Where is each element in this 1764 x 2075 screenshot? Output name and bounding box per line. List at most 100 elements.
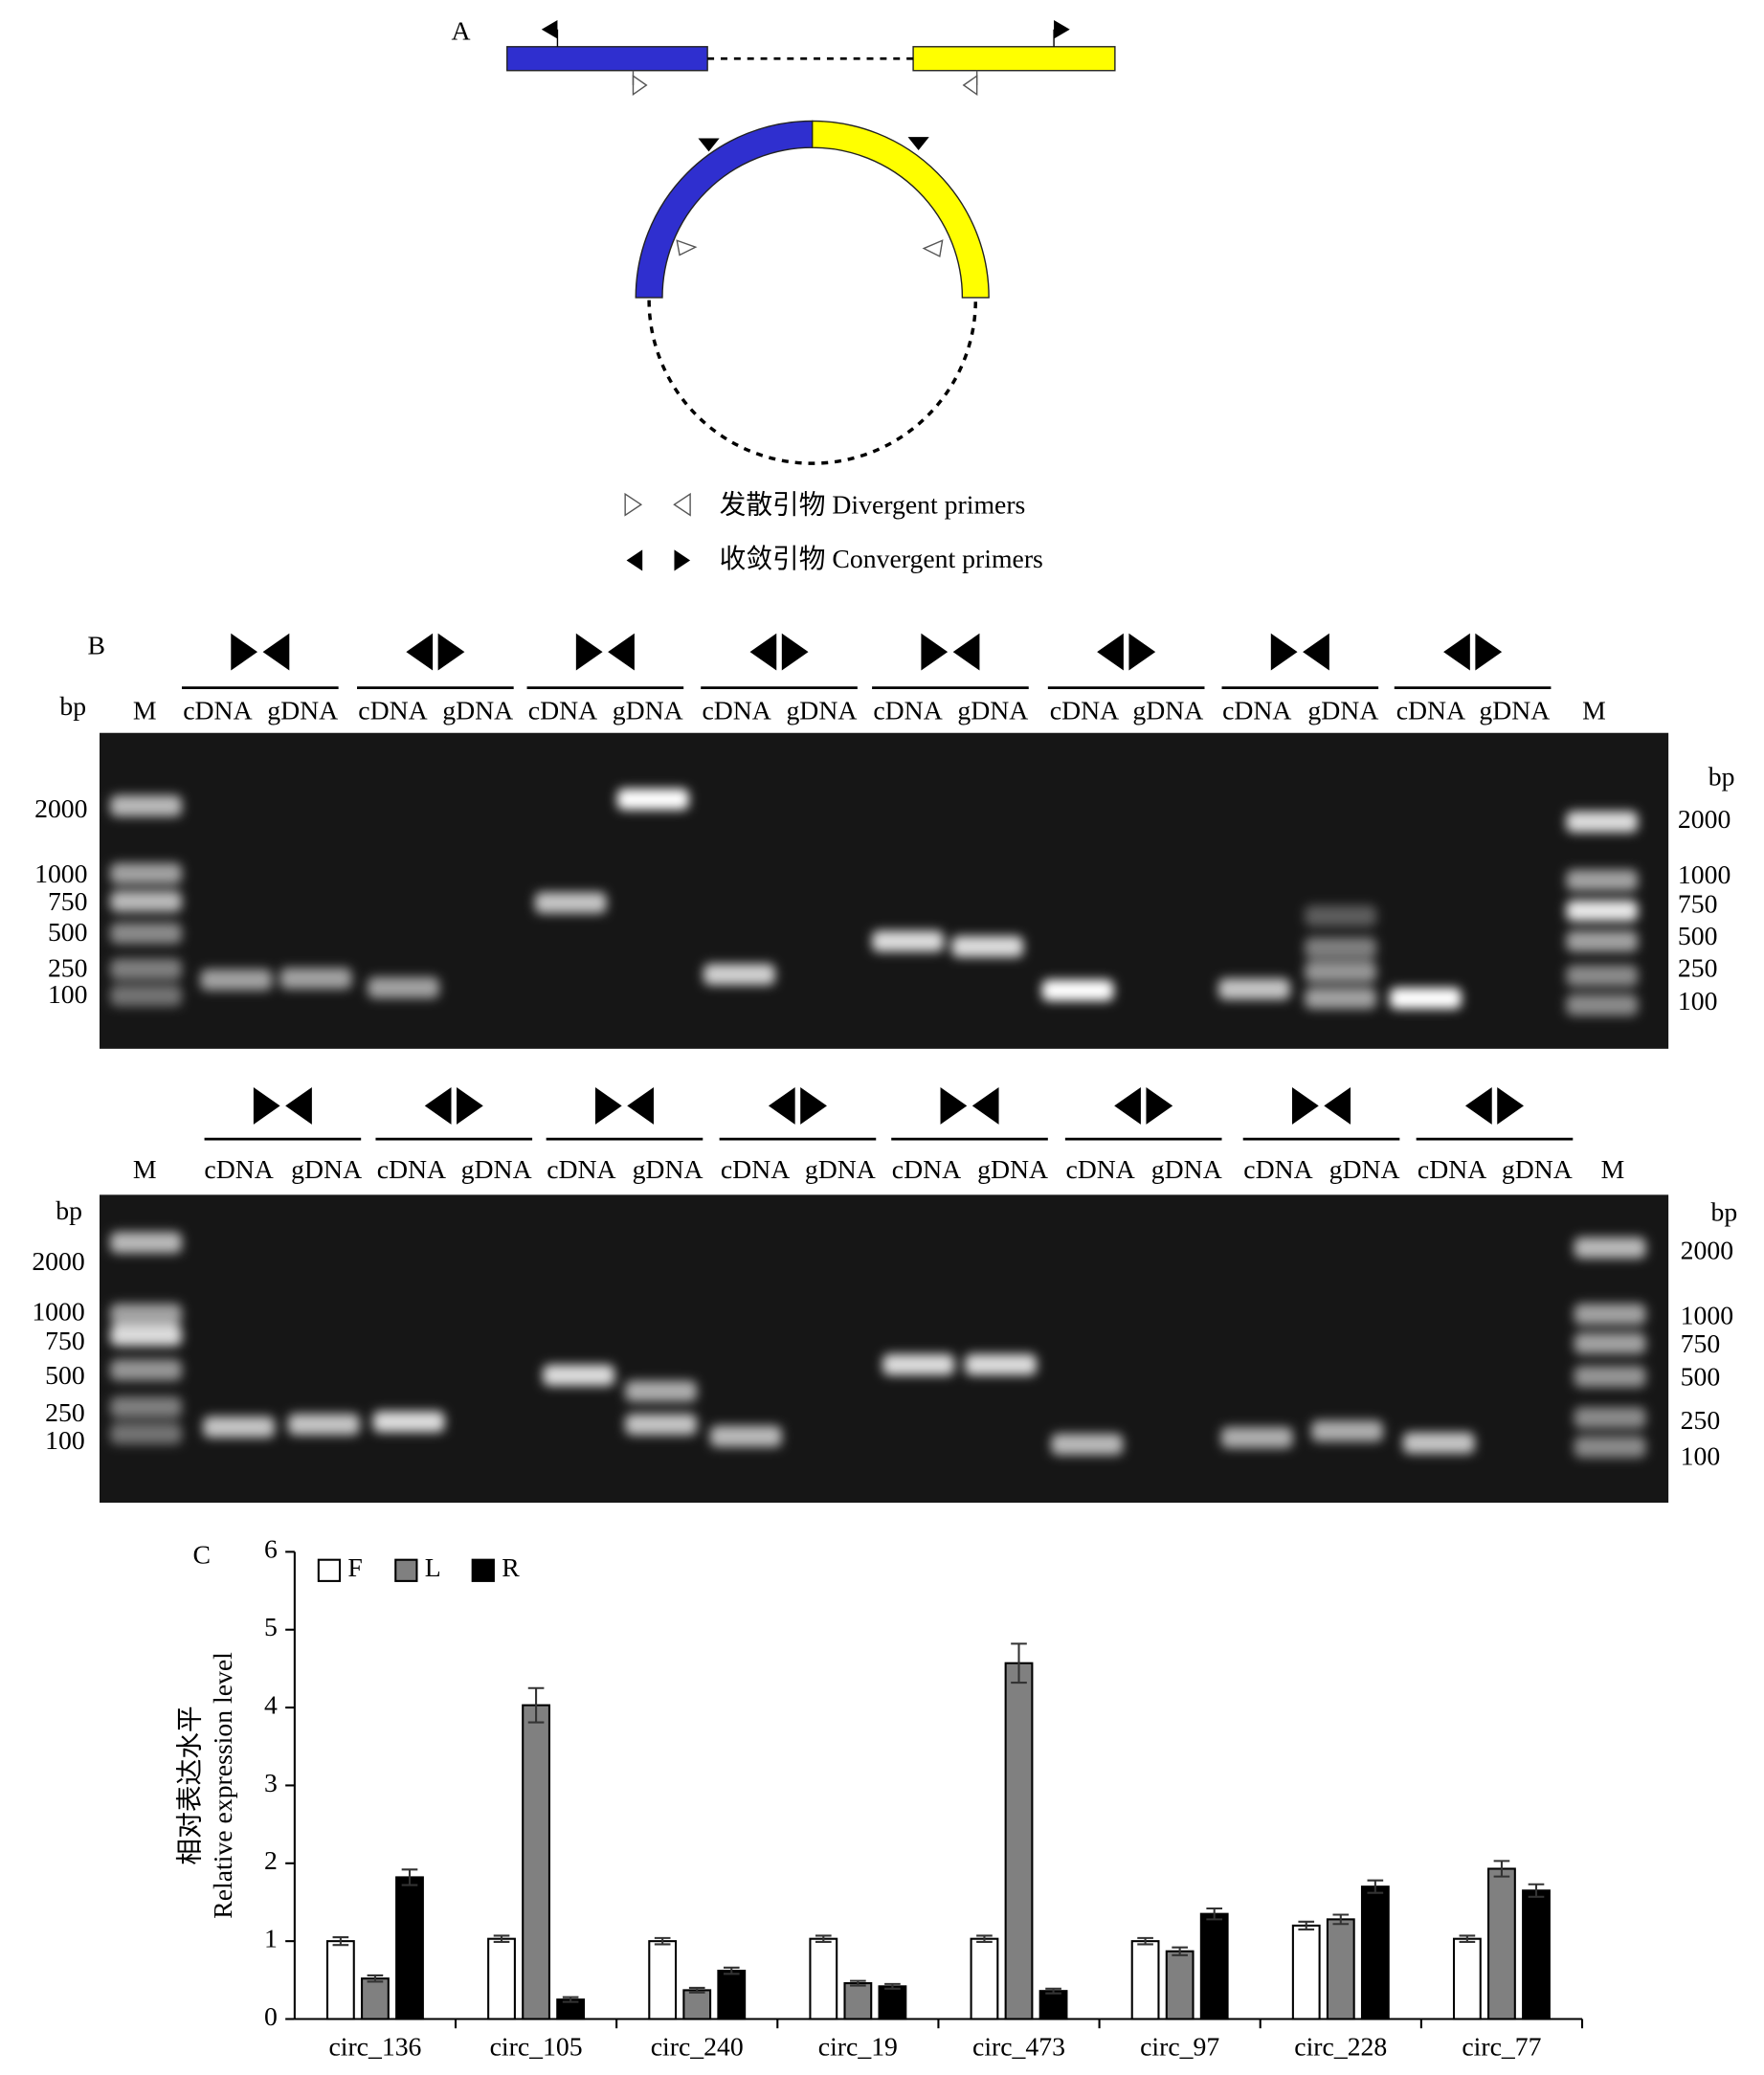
y-axis-label: 相对表达水平 (174, 1706, 204, 1864)
lane-label: cDNA (702, 695, 770, 725)
bar (325, 1940, 355, 2020)
error-bar (1045, 1987, 1061, 1995)
gel-band (1574, 1332, 1646, 1354)
legend-text: 发散引物 Divergent primers (720, 489, 1026, 519)
x-tick-label: circ_105 (490, 2032, 583, 2062)
gel-band (872, 930, 944, 952)
primer-arrow (1443, 633, 1470, 671)
gel-band (625, 1414, 698, 1436)
ladder-label: 750 (45, 1326, 85, 1355)
lane-label: cDNA (892, 1154, 961, 1184)
primer-arrow (768, 1087, 795, 1125)
gel-band (1574, 1237, 1646, 1259)
panel-label: A (451, 15, 470, 45)
lane-label: M (133, 695, 157, 725)
ladder-label: 2000 (34, 793, 87, 823)
gel-band (1041, 979, 1114, 1001)
ladder-label: 100 (48, 979, 88, 1009)
gel-band (110, 1422, 182, 1445)
gel-band (882, 1353, 955, 1375)
y-axis-label: Relative expression level (208, 1652, 237, 1919)
panel-label: C (193, 1539, 212, 1569)
ladder-label: 500 (1681, 1361, 1721, 1391)
error-bar (1011, 1642, 1027, 1685)
primer-arrow (1097, 633, 1124, 671)
x-tick-label: circ_77 (1462, 2032, 1541, 2062)
y-tick-label: 4 (264, 1689, 278, 1719)
ladder-label: 1000 (1678, 859, 1731, 889)
primer-arrow (800, 1087, 827, 1125)
lane-label: cDNA (721, 1154, 790, 1184)
primer-arrow (594, 1087, 622, 1125)
lane-label: gDNA (461, 1154, 532, 1184)
bar (1487, 1867, 1516, 2020)
primer-arrow (1270, 633, 1298, 671)
primer-arrow (253, 1087, 280, 1125)
ladder-label: 1000 (1681, 1301, 1733, 1330)
legend-label: F (347, 1552, 362, 1582)
gel-band (110, 1359, 182, 1381)
y-tick-label: 5 (264, 1612, 278, 1641)
gel-band (543, 1364, 615, 1387)
lane-label: M (1582, 695, 1606, 725)
gel-band (1305, 961, 1377, 983)
y-tick-label: 6 (264, 1534, 278, 1564)
bar (1199, 1912, 1229, 2020)
bar (1038, 1990, 1068, 2020)
bar (682, 1989, 712, 2020)
lane-label: gDNA (291, 1154, 362, 1184)
lane-label: gDNA (805, 1154, 876, 1184)
ladder-label: 750 (1681, 1328, 1721, 1358)
bar (648, 1940, 678, 2020)
legend-label: R (502, 1552, 520, 1582)
gel-band (110, 923, 182, 945)
ladder-label: 500 (45, 1360, 85, 1390)
gel-band (368, 976, 440, 999)
primer-arrow (262, 633, 290, 671)
lane-label: cDNA (1418, 1154, 1486, 1184)
primer-arrow (627, 1087, 654, 1125)
panel-label: B (88, 630, 105, 659)
bar (717, 1970, 747, 2020)
bar (1360, 1885, 1390, 2020)
gel-band (1566, 965, 1639, 987)
lane-label: gDNA (1502, 1154, 1573, 1184)
gel-band (1311, 1420, 1384, 1442)
bar (1326, 1918, 1355, 2020)
ladder-label: 250 (48, 952, 88, 982)
x-tick-label: circ_19 (818, 2032, 898, 2062)
linear-diagram (506, 20, 1116, 97)
lane-label: gDNA (633, 1154, 703, 1184)
ladder-label: 2000 (1681, 1236, 1733, 1265)
primer-arrow (1464, 1087, 1492, 1125)
bar (878, 1985, 907, 2020)
gel-band (1574, 1436, 1646, 1458)
gel-band (110, 1396, 182, 1418)
lane-label: gDNA (786, 695, 857, 725)
legend-swatch (471, 1558, 495, 1582)
error-bar (1367, 1879, 1384, 1894)
error-bar (1528, 1883, 1545, 1898)
primer-legend (624, 492, 691, 571)
primer-arrow (952, 633, 980, 671)
ladder-label: 250 (45, 1397, 85, 1427)
primer-arrow (1146, 1087, 1173, 1125)
gel-band (703, 964, 775, 986)
gel-band (1574, 1304, 1646, 1326)
circular-diagram (635, 120, 990, 465)
ladder-label: 750 (48, 886, 88, 916)
lane-label: gDNA (957, 695, 1028, 725)
legend-label: L (425, 1552, 441, 1582)
error-bar (367, 1974, 384, 1983)
primer-arrow (940, 1087, 968, 1125)
lane-label: gDNA (613, 695, 683, 725)
error-bar (493, 1934, 510, 1944)
y-tick-label: 0 (264, 2001, 278, 2031)
gel-band (372, 1411, 445, 1433)
bar (1130, 1940, 1160, 2020)
ladder-label: 1000 (32, 1296, 84, 1326)
x-tick-label: circ_228 (1294, 2032, 1387, 2062)
primer-arrow (921, 633, 949, 671)
bar (395, 1876, 424, 2020)
